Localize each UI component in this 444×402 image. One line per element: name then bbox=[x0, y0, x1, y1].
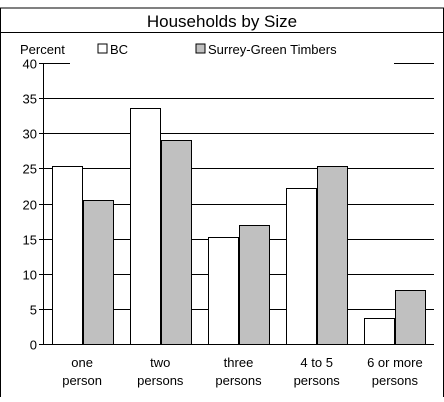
bar-bc-2 bbox=[208, 237, 239, 345]
bar-surrey-2 bbox=[239, 225, 270, 345]
axes bbox=[43, 63, 434, 345]
y-tick-label: 10 bbox=[23, 268, 37, 283]
y-axis-label: Percent bbox=[20, 42, 65, 57]
bar-bc-1 bbox=[130, 108, 161, 345]
y-tick-label: 35 bbox=[23, 92, 37, 107]
bar-bc-4 bbox=[364, 318, 395, 345]
legend-swatch-surrey bbox=[195, 43, 206, 54]
bar-bc-0 bbox=[52, 166, 83, 345]
x-tick-label: one bbox=[71, 355, 93, 370]
x-tick-label: 6 or more bbox=[367, 355, 423, 370]
y-tick-label: 15 bbox=[23, 233, 37, 248]
bar-surrey-1 bbox=[161, 140, 192, 345]
bar-surrey-4 bbox=[395, 290, 426, 345]
y-tick-label: 40 bbox=[23, 57, 37, 72]
x-tick-label: persons bbox=[372, 373, 419, 388]
x-tick-label: three bbox=[224, 355, 254, 370]
x-tick-label: person bbox=[62, 373, 102, 388]
y-tick-labels: 0 5 10 15 20 25 30 35 40 bbox=[23, 57, 37, 353]
x-tick-label: persons bbox=[137, 373, 184, 388]
y-tick-label: 5 bbox=[30, 303, 37, 318]
x-tick-label: two bbox=[150, 355, 170, 370]
x-tick-label: persons bbox=[294, 373, 341, 388]
legend-label-surrey: Surrey-Green Timbers bbox=[208, 42, 337, 57]
y-tick-label: 25 bbox=[23, 162, 37, 177]
y-tick-label: 0 bbox=[30, 338, 37, 353]
x-tick-label: persons bbox=[215, 373, 262, 388]
y-tick-label: 30 bbox=[23, 127, 37, 142]
bar-surrey-3 bbox=[317, 166, 348, 345]
y-tick-label: 20 bbox=[23, 198, 37, 213]
legend-label-bc: BC bbox=[110, 42, 128, 57]
chart-title: Households by Size bbox=[147, 12, 297, 31]
legend-swatch-bc bbox=[97, 43, 108, 54]
x-tick-labels: one person two persons three persons 4 to 5 per… bbox=[62, 355, 422, 388]
bars bbox=[52, 108, 426, 345]
bar-surrey-0 bbox=[83, 200, 114, 345]
bar-bc-3 bbox=[286, 188, 317, 345]
x-tick-label: 4 to 5 bbox=[300, 355, 333, 370]
